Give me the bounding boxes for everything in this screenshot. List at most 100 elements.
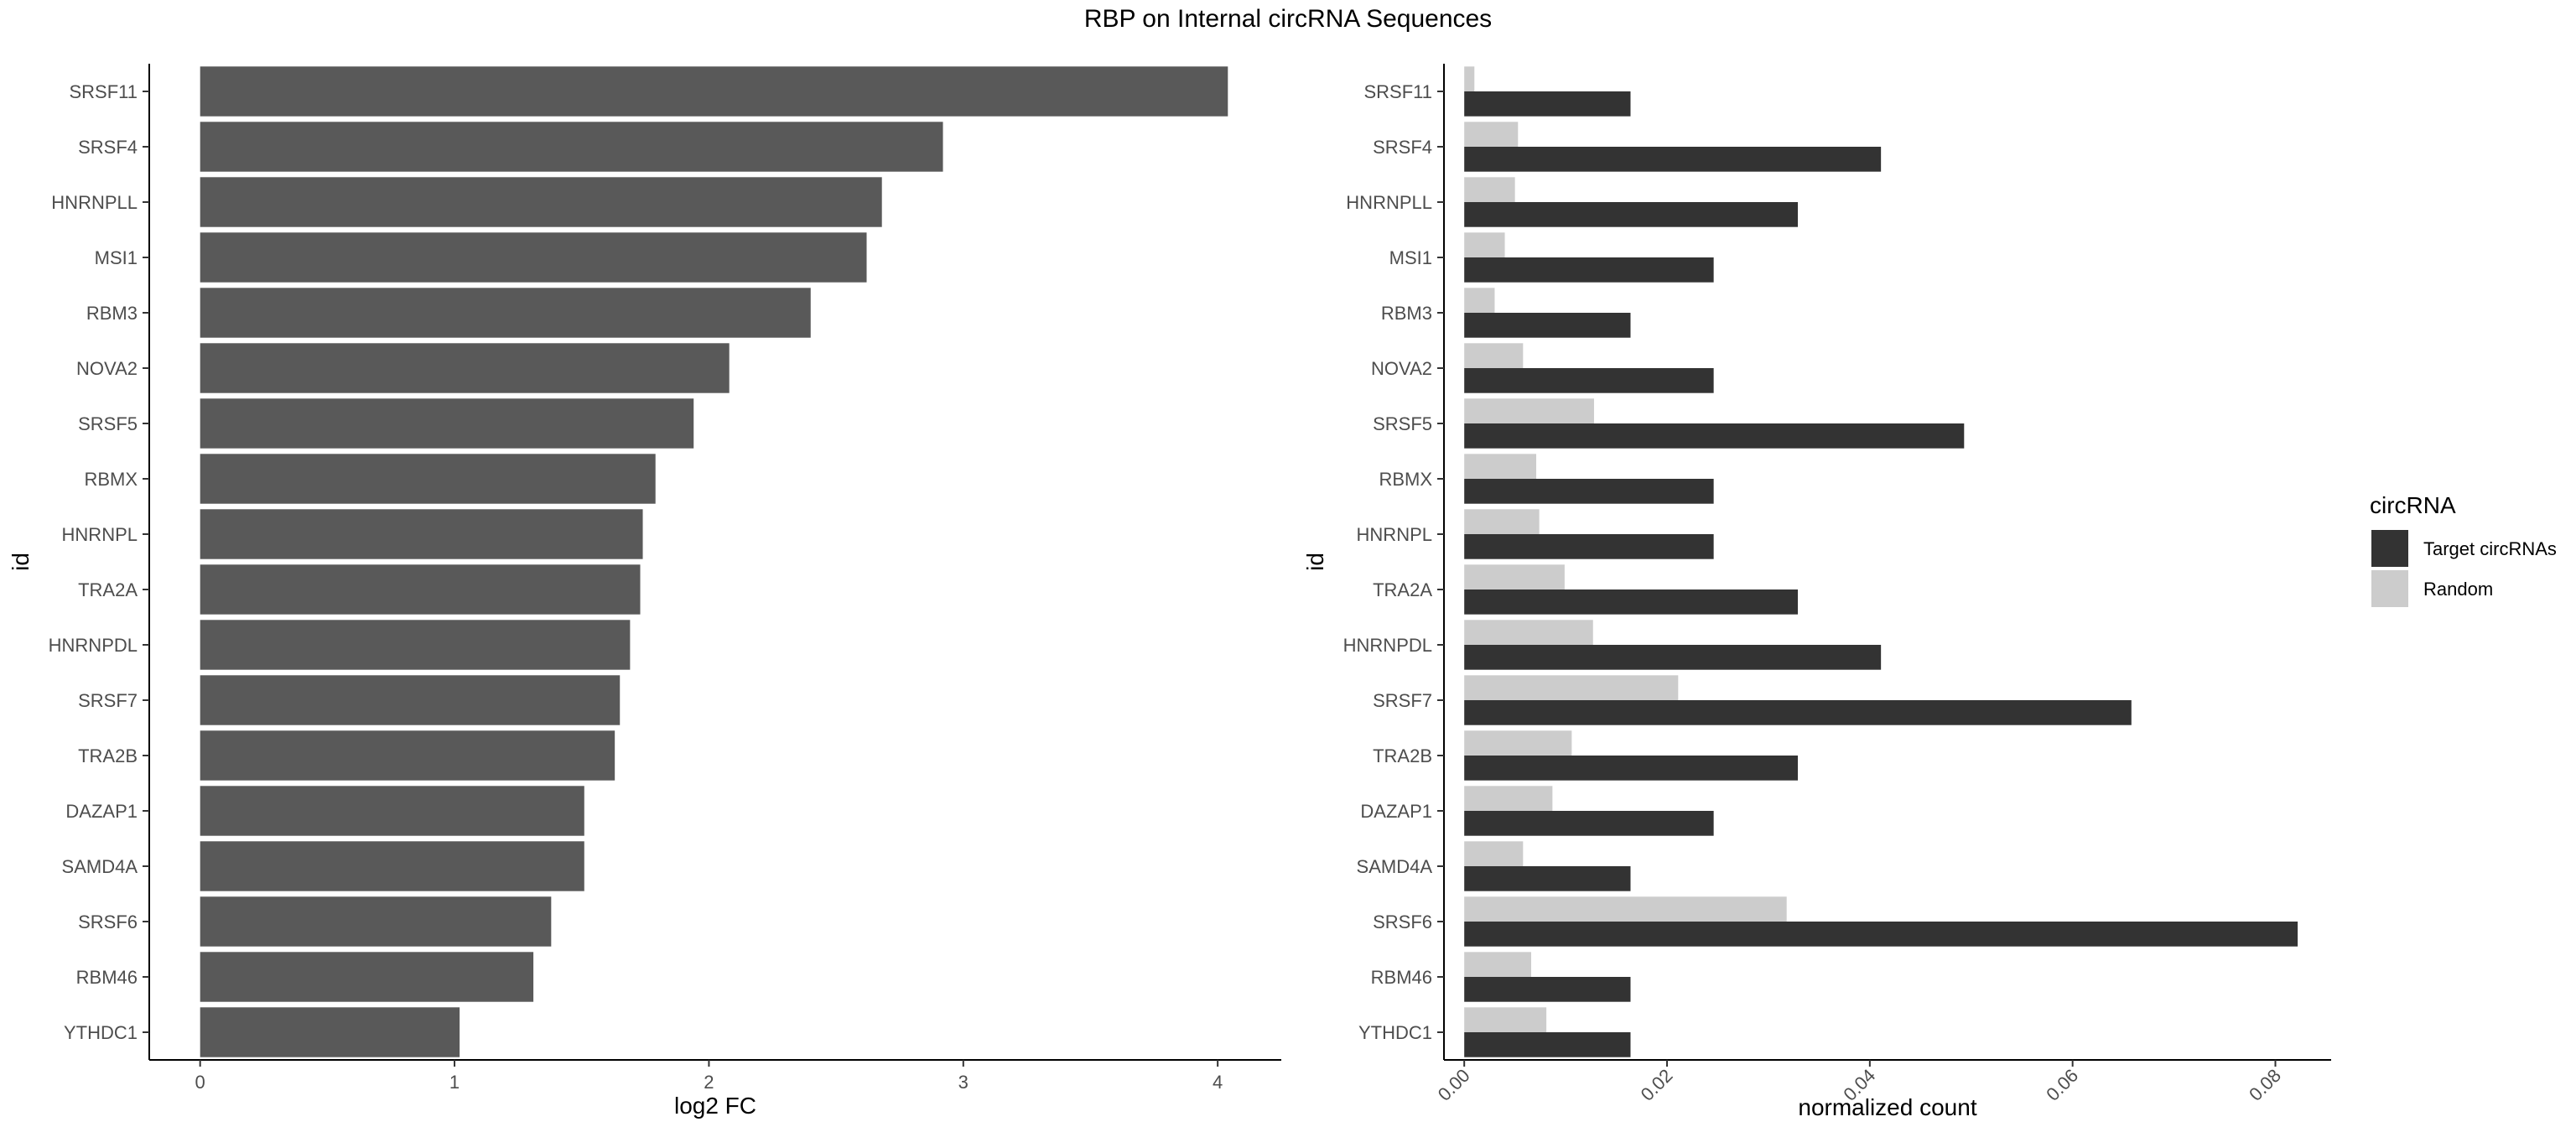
bar-srsf5 xyxy=(200,398,694,449)
bar-tra2b xyxy=(200,730,615,781)
x-axis-title: normalized count xyxy=(1798,1094,1976,1120)
y-tick-label: RBM3 xyxy=(1381,303,1432,324)
x-tick-label: 3 xyxy=(958,1072,969,1093)
y-tick-label: SRSF4 xyxy=(1373,137,1432,158)
bar-target-circrnas-ythdc1 xyxy=(1464,1032,1631,1057)
bar-hnrnpl xyxy=(200,509,643,559)
y-tick-label: RBM46 xyxy=(1371,967,1432,988)
bar-random-tra2a xyxy=(1464,564,1565,589)
bar-msi1 xyxy=(200,232,867,283)
bar-target-circrnas-dazap1 xyxy=(1464,811,1714,836)
bar-srsf4 xyxy=(200,122,943,172)
legend-label-random: Random xyxy=(2423,579,2493,600)
y-tick-label: SRSF11 xyxy=(1363,81,1432,102)
bar-srsf7 xyxy=(200,675,621,725)
y-tick-label: SRSF7 xyxy=(1373,690,1432,711)
bar-hnrnpdl xyxy=(200,620,631,670)
y-tick-label: HNRNPL xyxy=(62,524,138,545)
x-tick-label: 4 xyxy=(1213,1072,1223,1093)
y-tick-label: HNRNPLL xyxy=(51,192,138,213)
legend-swatch-target-circrnas xyxy=(2371,530,2408,567)
y-tick-label: HNRNPDL xyxy=(1343,635,1432,656)
y-tick-label: SRSF6 xyxy=(78,911,138,932)
y-tick-label: RBMX xyxy=(1379,469,1432,490)
log2fc-bar-chart: SRSF11 SRSF4 HNRNPLL MSI1 RBM3 NOVA2 SRSF5 RBMX… xyxy=(8,64,1281,1119)
bar-target-circrnas-rbm3 xyxy=(1464,313,1631,338)
y-tick-label: DAZAP1 xyxy=(1360,801,1432,822)
bar-random-rbm3 xyxy=(1464,288,1495,313)
bar-hnrnpll xyxy=(200,177,882,227)
y-tick-label: TRA2A xyxy=(78,579,138,600)
bar-srsf6 xyxy=(200,896,552,947)
bar-ythdc1 xyxy=(200,1007,460,1057)
y-tick-label: TRA2B xyxy=(1373,745,1432,766)
bar-rbm3 xyxy=(200,288,811,338)
bar-random-ythdc1 xyxy=(1464,1007,1547,1032)
y-tick-label: RBMX xyxy=(84,469,138,490)
bar-random-srsf7 xyxy=(1464,675,1679,700)
y-tick-label: YTHDC1 xyxy=(1358,1022,1432,1043)
bar-target-circrnas-hnrnpll xyxy=(1464,202,1798,227)
bar-random-samd4a xyxy=(1464,841,1524,866)
bar-target-circrnas-tra2b xyxy=(1464,756,1798,781)
legend-swatch-random xyxy=(2371,570,2408,607)
y-axis-title: id xyxy=(1302,553,1328,571)
y-tick-label: NOVA2 xyxy=(1371,358,1432,379)
y-tick-label: DAZAP1 xyxy=(65,801,138,822)
y-tick-label: SRSF5 xyxy=(78,413,138,434)
bar-samd4a xyxy=(200,841,584,891)
bar-random-srsf11 xyxy=(1464,66,1475,91)
y-tick-label: TRA2A xyxy=(1373,579,1432,600)
x-tick-label: 2 xyxy=(704,1072,714,1093)
y-tick-label: RBM46 xyxy=(76,967,138,988)
y-tick-label: SRSF6 xyxy=(1373,911,1432,932)
bar-dazap1 xyxy=(200,786,584,836)
y-tick-label: SAMD4A xyxy=(62,856,138,877)
bar-random-hnrnpdl xyxy=(1464,620,1593,645)
bar-rbm46 xyxy=(200,952,534,1002)
x-tick-label: 0.06 xyxy=(2042,1065,2082,1105)
bar-target-circrnas-msi1 xyxy=(1464,257,1714,283)
bar-target-circrnas-nova2 xyxy=(1464,368,1714,393)
x-axis-title: log2 FC xyxy=(674,1093,756,1119)
x-tick-label: 1 xyxy=(449,1072,460,1093)
y-axis-title: id xyxy=(8,553,34,571)
bar-random-dazap1 xyxy=(1464,786,1553,811)
y-tick-label: SRSF5 xyxy=(1373,413,1432,434)
bar-target-circrnas-samd4a xyxy=(1464,866,1631,891)
bar-random-hnrnpl xyxy=(1464,509,1540,534)
bar-target-circrnas-hnrnpl xyxy=(1464,534,1714,559)
y-tick-label: NOVA2 xyxy=(76,358,138,379)
bar-rbmx xyxy=(200,454,656,504)
x-tick-label: 0.02 xyxy=(1637,1065,1677,1105)
bar-target-circrnas-srsf6 xyxy=(1464,922,2298,947)
y-tick-label: TRA2B xyxy=(78,745,138,766)
bar-nova2 xyxy=(200,343,730,393)
y-tick-label: HNRNPLL xyxy=(1346,192,1432,213)
bar-tra2a xyxy=(200,564,641,615)
y-tick-label: MSI1 xyxy=(95,247,138,268)
bar-target-circrnas-rbm46 xyxy=(1464,977,1631,1002)
y-tick-label: SAMD4A xyxy=(1357,856,1433,877)
y-tick-label: YTHDC1 xyxy=(64,1022,138,1043)
bar-random-rbm46 xyxy=(1464,952,1531,977)
bar-target-circrnas-tra2a xyxy=(1464,589,1798,615)
bar-random-tra2b xyxy=(1464,730,1572,756)
bar-target-circrnas-srsf5 xyxy=(1464,423,1965,449)
bar-target-circrnas-hnrnpdl xyxy=(1464,645,1882,670)
legend-title: circRNA xyxy=(2370,492,2456,518)
x-tick-label: 0 xyxy=(195,1072,205,1093)
legend-label-target-circrnas: Target circRNAs xyxy=(2423,538,2557,559)
bar-target-circrnas-srsf4 xyxy=(1464,147,1882,172)
y-tick-label: HNRNPL xyxy=(1357,524,1432,545)
y-tick-label: RBM3 xyxy=(86,303,138,324)
y-tick-label: SRSF4 xyxy=(78,137,138,158)
bar-random-srsf4 xyxy=(1464,122,1519,147)
bar-random-hnrnpll xyxy=(1464,177,1515,202)
y-tick-label: SRSF11 xyxy=(69,81,138,102)
bar-random-rbmx xyxy=(1464,454,1537,479)
chart-title: RBP on Internal circRNA Sequences xyxy=(1083,5,1493,33)
bar-target-circrnas-rbmx xyxy=(1464,479,1714,504)
bar-target-circrnas-srsf11 xyxy=(1464,91,1631,117)
